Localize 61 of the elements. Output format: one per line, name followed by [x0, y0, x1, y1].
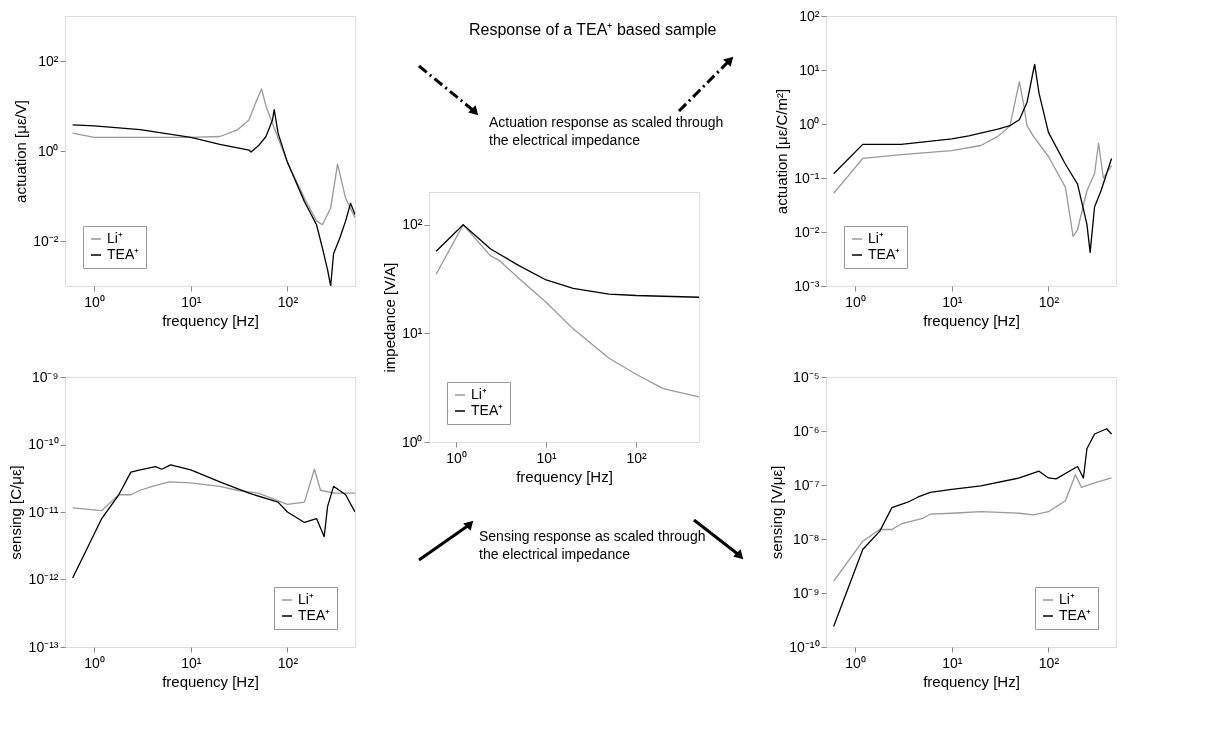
- x-tick-label: 10¹: [942, 293, 963, 310]
- y-tick-label: 10⁰: [401, 433, 423, 450]
- x-tick-label: 10²: [1038, 293, 1060, 310]
- y-axis-title: actuation [με/C/m²]: [773, 88, 791, 215]
- x-tick-label: 10⁰: [446, 449, 467, 466]
- y-tick-label: 10²: [799, 7, 820, 24]
- x-tick-label: 10⁰: [84, 654, 105, 671]
- legend-label: Li⁺: [1059, 591, 1075, 607]
- y-tick-label: 10¹: [402, 324, 423, 341]
- x-tick-label: 10¹: [536, 449, 558, 466]
- legend-label: Li⁺: [868, 230, 884, 246]
- y-tick-label: 10¹: [799, 61, 820, 78]
- x-axis-title: frequency [Hz]: [516, 467, 613, 485]
- legend-label: Li⁺: [471, 386, 487, 402]
- y-tick-label: 10⁻⁵: [793, 368, 820, 385]
- x-tick-label: 10⁰: [845, 293, 866, 310]
- legend-label: Li⁺: [298, 591, 314, 607]
- x-tick-label: 10⁰: [84, 293, 105, 310]
- y-tick-label: 10⁻⁶: [793, 422, 820, 439]
- legend-label: Li⁺: [107, 230, 123, 246]
- x-axis-title: frequency [Hz]: [162, 311, 259, 329]
- x-tick-label: 10¹: [942, 654, 963, 671]
- y-tick-label: 10⁰: [798, 115, 820, 132]
- y-axis-title: sensing [C/με]: [7, 465, 25, 560]
- x-tick-label: 10²: [277, 293, 299, 310]
- text: Actuation response as scaled through the electrical impedance: [489, 114, 724, 148]
- chart-title: Response of a TEA⁺ based sample: [469, 21, 717, 38]
- x-axis-title: frequency [Hz]: [923, 672, 1020, 690]
- text: Sensing response as scaled through the electrical impedance: [479, 528, 706, 562]
- x-axis-title: frequency [Hz]: [923, 311, 1020, 329]
- legend-label: TEA⁺: [471, 402, 504, 418]
- y-tick-label: 10⁻¹⁰: [789, 638, 820, 655]
- legend-label: TEA⁺: [868, 246, 901, 262]
- y-axis-title: actuation [με/V]: [12, 100, 30, 203]
- y-tick-label: 10⁻¹⁰: [28, 436, 59, 452]
- x-axis-title: frequency [Hz]: [162, 672, 259, 690]
- legend-label: TEA⁺: [298, 607, 331, 623]
- y-axis-title: sensing [V/με]: [768, 465, 786, 560]
- y-tick-label: 10⁻⁹: [792, 584, 820, 601]
- y-tick-label: 10⁻²: [794, 223, 820, 240]
- y-tick-label: 10⁻²: [33, 232, 59, 249]
- y-tick-label: 10⁻¹²: [28, 571, 59, 587]
- x-tick-label: 10²: [1038, 654, 1060, 671]
- y-axis-title: impedance [V/A]: [380, 262, 398, 373]
- y-tick-label: 10⁻⁹: [31, 368, 59, 385]
- y-tick-label: 10²: [38, 52, 59, 69]
- y-tick-label: 10⁰: [37, 142, 59, 159]
- y-tick-label: 10⁻¹³: [28, 638, 59, 655]
- x-tick-label: 10¹: [181, 654, 202, 671]
- legend-label: TEA⁺: [1059, 607, 1092, 623]
- x-tick-label: 10²: [277, 654, 299, 671]
- y-tick-label: 10⁻¹¹: [28, 503, 59, 520]
- x-tick-label: 10¹: [181, 293, 202, 310]
- y-tick-label: 10⁻³: [794, 277, 820, 294]
- y-tick-label: 10²: [402, 216, 423, 233]
- legend-label: TEA⁺: [107, 246, 140, 262]
- y-tick-label: 10⁻⁷: [793, 476, 820, 493]
- x-tick-label: 10²: [626, 449, 648, 466]
- y-tick-label: 10⁻⁸: [793, 530, 820, 547]
- y-tick-label: 10⁻¹: [794, 169, 820, 186]
- x-tick-label: 10⁰: [845, 654, 866, 671]
